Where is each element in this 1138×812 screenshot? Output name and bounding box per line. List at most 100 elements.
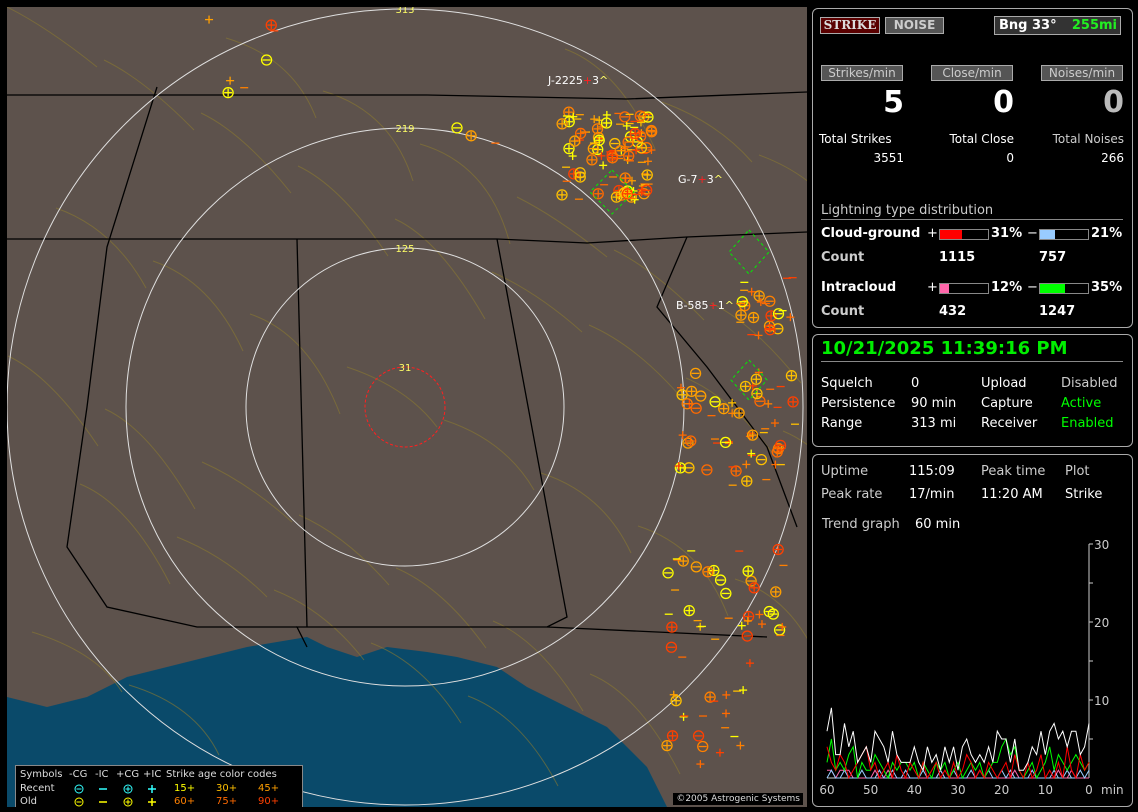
road [201, 461, 293, 523]
strike-marker [641, 184, 653, 196]
strike-marker [702, 566, 714, 578]
strike-marker [772, 543, 784, 556]
info-value: 0 [911, 376, 920, 391]
strike-marker [597, 151, 606, 160]
pos-pct: 31% [991, 226, 1023, 241]
old-neg-cg-icon [74, 797, 84, 807]
count-label: Count [821, 304, 865, 319]
map-canvas[interactable]: 31 125 219 313 J-2225+3^ G-7+3^ B-585+1^ [7, 7, 807, 807]
road [394, 218, 486, 320]
strike-marker [623, 150, 635, 162]
strike-marker [754, 331, 763, 340]
strike-marker [662, 567, 674, 579]
state-border [7, 91, 807, 100]
strike-marker [719, 436, 732, 449]
road [103, 59, 195, 131]
strike-marker [722, 690, 731, 699]
storm-cell[interactable] [589, 169, 635, 215]
strike-marker [643, 157, 652, 166]
strike-marker [742, 460, 751, 469]
road [200, 112, 292, 194]
strike-marker [683, 604, 695, 617]
total-noises-value: 266 [1101, 151, 1124, 165]
total-close-value: 0 [1006, 151, 1014, 165]
distance-value: 255mi [1071, 18, 1117, 33]
bearing-readout: Bng 33° 255mi [994, 16, 1121, 35]
strike-marker [737, 621, 746, 630]
peak-rate-value: 17/min [909, 487, 955, 502]
info-value2: Enabled [1061, 416, 1114, 431]
y-tick-label: 10 [1094, 694, 1109, 708]
strike-marker [621, 188, 634, 200]
plot-value[interactable]: Strike [1065, 487, 1103, 502]
info-value: 90 min [911, 396, 957, 411]
strike-button[interactable]: STRIKE [820, 17, 880, 34]
strike-marker [569, 112, 578, 121]
strike-marker [634, 110, 646, 122]
noise-button[interactable]: NOISE [885, 17, 944, 34]
strike-marker [645, 124, 658, 137]
strike-marker [556, 189, 568, 201]
state-border [296, 238, 308, 628]
strike-marker [751, 387, 763, 400]
legend-row-recent: Recent [20, 783, 55, 794]
trend-series-line [826, 737, 1090, 780]
system-info-panel: 10/21/2025 11:39:16 PM Squelch 0 Upload … [812, 334, 1133, 447]
strike-marker [757, 620, 766, 629]
info-label2: Receiver [981, 416, 1038, 431]
strike-marker [599, 161, 608, 170]
neg-sign: − [1027, 226, 1038, 241]
trend-label: Trend graph [822, 517, 900, 532]
road [7, 355, 99, 447]
road [443, 419, 535, 491]
strike-marker [765, 324, 774, 333]
trend-series-line [826, 745, 1090, 780]
strike-marker [704, 691, 716, 703]
strike-marker [593, 134, 605, 146]
road [297, 165, 389, 257]
strike-marker [742, 565, 754, 577]
neg-pct: 21% [1091, 226, 1123, 241]
strike-map[interactable]: 31 125 219 313 J-2225+3^ G-7+3^ B-585+1^ Symbo… [7, 7, 807, 807]
old-pos-cg-icon [123, 797, 133, 807]
strike-marker [632, 146, 641, 155]
uptime-label: Uptime [821, 464, 869, 479]
legend-header-pos-cg: +CG [116, 769, 140, 780]
x-axis-label: min [1101, 783, 1124, 797]
strike-marker [661, 739, 673, 752]
neg-count: 1247 [1039, 304, 1076, 319]
old-pos-ic-icon [148, 798, 156, 806]
strike-marker [636, 118, 645, 127]
noises-per-min-label[interactable]: Noises/min [1041, 65, 1123, 81]
x-tick-label: 20 [994, 783, 1009, 797]
age-90: 90+ [258, 796, 280, 807]
x-tick-label: 0 [1085, 783, 1093, 797]
storm-label[interactable]: J-2225+3^ [547, 74, 608, 87]
storm-label[interactable]: G-7+3^ [678, 173, 723, 186]
road [613, 249, 705, 321]
peak-time-value: 11:20 AM [981, 487, 1043, 502]
road [540, 472, 632, 554]
peak-time-label: Peak time [981, 464, 1046, 479]
road [419, 143, 511, 245]
strike-marker [690, 402, 702, 414]
strike-marker [755, 453, 768, 466]
strikes-per-min-label[interactable]: Strikes/min [821, 65, 903, 81]
strike-marker [739, 686, 748, 695]
strike-marker [701, 464, 713, 476]
strike-marker [742, 610, 755, 623]
road [710, 302, 802, 384]
state-border [7, 231, 807, 244]
storm-label[interactable]: B-585+1^ [676, 299, 734, 312]
uptime-value: 115:09 [909, 464, 955, 479]
strike-marker [735, 309, 747, 321]
road [370, 642, 462, 724]
strike-marker [785, 370, 798, 382]
road [322, 90, 414, 182]
x-tick-label: 50 [863, 783, 878, 797]
close-per-min-label[interactable]: Close/min [931, 65, 1013, 81]
strike-marker [690, 561, 702, 573]
strike-marker [629, 127, 641, 140]
info-label2: Upload [981, 376, 1027, 391]
storm-cell[interactable] [728, 229, 770, 275]
